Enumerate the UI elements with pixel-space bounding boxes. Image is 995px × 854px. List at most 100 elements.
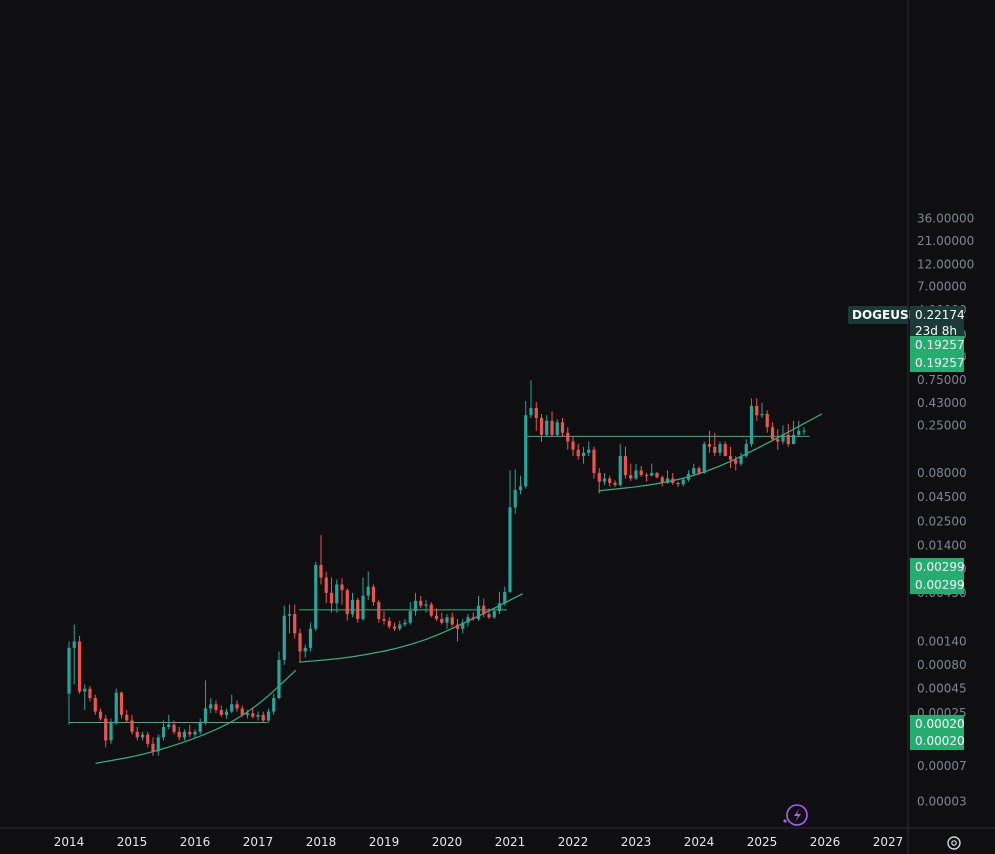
candle-body (198, 722, 202, 732)
candle-body (692, 468, 696, 475)
candle-body (671, 478, 675, 483)
candle (723, 441, 727, 457)
candle (424, 599, 428, 613)
x-tick-label: 2026 (810, 835, 841, 849)
candle-body (214, 704, 218, 711)
candle (497, 591, 502, 615)
candle (791, 420, 796, 445)
candle-body (83, 688, 87, 692)
x-tick-label: 2017 (243, 835, 274, 849)
candle (109, 718, 113, 744)
candle-body (130, 720, 134, 732)
candle-body (655, 472, 659, 478)
level-price-badge (910, 354, 964, 372)
candle (587, 441, 591, 457)
candle-body (188, 731, 192, 735)
candle (156, 734, 160, 756)
level-price-badge (910, 732, 964, 750)
candle (770, 422, 775, 442)
candle-body (293, 614, 297, 634)
candle (219, 705, 223, 717)
candle-body (151, 743, 155, 752)
candle (781, 425, 785, 445)
candle (524, 401, 528, 489)
candle-body (403, 622, 407, 625)
candle (324, 571, 328, 604)
support-arc (95, 669, 297, 764)
candle-body (282, 615, 286, 660)
candle (644, 472, 649, 482)
x-tick-label: 2020 (432, 835, 463, 849)
candle (602, 472, 607, 485)
candle (366, 571, 370, 600)
x-tick-label: 2022 (558, 835, 589, 849)
candle-body (235, 704, 239, 709)
y-tick-label: 36.00000 (917, 212, 974, 226)
candle (182, 729, 187, 741)
candle-body (786, 434, 790, 445)
candle-body (581, 452, 586, 457)
candle-body (193, 731, 197, 735)
candle (319, 535, 323, 585)
candle-body (676, 482, 680, 485)
candle (203, 680, 208, 725)
candle-body (634, 470, 638, 479)
symbol-label: DOGEUSD (852, 308, 919, 322)
x-tick-label: 2024 (684, 835, 715, 849)
candle-body (576, 449, 580, 457)
candle-body (314, 564, 318, 629)
candle-body (550, 420, 554, 435)
candle-body (629, 475, 633, 479)
candle-body (224, 711, 229, 715)
gear-icon[interactable] (947, 836, 961, 850)
candle-body (760, 413, 764, 416)
candle (482, 598, 486, 618)
candle (72, 624, 76, 685)
candle (382, 611, 386, 625)
candle (571, 436, 575, 457)
y-tick-label: 0.08000 (917, 466, 967, 480)
candle-body (345, 590, 349, 615)
gear-outer (947, 836, 961, 850)
level-price-value: 0.00020 (915, 717, 965, 731)
x-tick-label: 2019 (369, 835, 400, 849)
icons (783, 804, 961, 850)
candle (455, 619, 460, 642)
candle (272, 693, 276, 715)
y-tick-label: 0.00003 (917, 795, 967, 809)
y-tick-label: 0.00140 (917, 634, 967, 648)
candle-body (723, 444, 727, 457)
candle-body (230, 704, 234, 712)
candle (214, 700, 218, 714)
candle-body (592, 449, 596, 473)
candle-body (371, 586, 376, 603)
candle (476, 595, 481, 621)
candle-body (602, 478, 607, 482)
candle-body (156, 737, 160, 752)
candle-body (392, 626, 397, 629)
candle (361, 577, 365, 621)
candle-body (650, 472, 654, 476)
candle-body (440, 619, 444, 623)
x-tick-label: 2014 (54, 835, 85, 849)
candle-body (702, 444, 706, 473)
candle (93, 694, 97, 715)
y-tick-label: 0.01400 (917, 539, 967, 553)
candle (786, 423, 790, 447)
candle-body (266, 711, 271, 721)
candle-body (324, 577, 328, 593)
candle (245, 710, 250, 719)
y-tick-label: 0.00080 (917, 658, 967, 672)
level-price-badge (910, 715, 964, 733)
candle (487, 608, 491, 620)
candle (151, 737, 155, 756)
candle-body (125, 714, 129, 721)
candle-body (707, 444, 712, 447)
candle (198, 718, 202, 735)
candle-body (172, 724, 176, 732)
candle-body (497, 603, 502, 612)
candle (377, 599, 381, 623)
